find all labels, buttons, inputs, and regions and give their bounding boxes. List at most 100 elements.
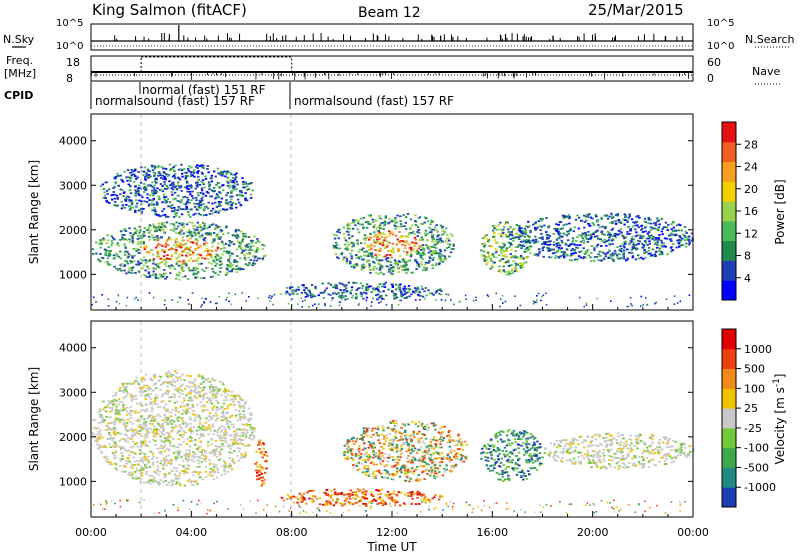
range-gate-cell [104, 429, 107, 432]
noise-cell [329, 305, 332, 307]
range-gate-cell [678, 245, 681, 248]
range-gate-cell [108, 264, 111, 266]
range-gate-cell [187, 268, 191, 271]
range-gate-cell [381, 297, 384, 300]
range-gate-cell [449, 251, 453, 254]
range-gate-cell [340, 252, 344, 254]
range-gate-cell [584, 236, 587, 238]
range-gate-cell [408, 232, 411, 234]
range-gate-cell [177, 176, 180, 179]
range-gate-cell [665, 237, 668, 240]
range-gate-cell [406, 213, 410, 215]
range-gate-cell [223, 170, 226, 173]
range-gate-cell [187, 456, 191, 459]
range-gate-cell [210, 474, 213, 477]
range-gate-cell [443, 255, 446, 258]
range-gate-cell [170, 258, 173, 260]
range-gate-cell [95, 252, 98, 255]
range-gate-cell [409, 246, 413, 249]
range-gate-cell [163, 196, 166, 199]
range-gate-cell [188, 248, 191, 251]
range-gate-cell [214, 211, 217, 214]
range-gate-cell [653, 253, 657, 256]
range-gate-cell [134, 205, 138, 207]
range-gate-cell [341, 294, 344, 297]
range-gate-cell [257, 248, 260, 251]
range-gate-cell [611, 222, 614, 225]
noise-cell [357, 304, 360, 306]
range-gate-cell [428, 231, 432, 234]
range-gate-cell [239, 204, 243, 207]
range-gate-cell [208, 459, 211, 461]
range-gate-cell [104, 410, 108, 413]
range-gate-cell [230, 270, 233, 273]
range-gate-cell [189, 230, 192, 233]
range-gate-cell [142, 231, 146, 233]
range-gate-cell [137, 432, 141, 435]
colorbar-tick-label: 16 [744, 205, 758, 218]
range-gate-cell [546, 240, 549, 243]
range-gate-cell [151, 169, 155, 171]
range-gate-cell [225, 194, 228, 197]
range-gate-cell [233, 462, 236, 465]
range-gate-cell [137, 234, 140, 237]
range-gate-cell [177, 454, 180, 456]
range-gate-cell [184, 261, 187, 263]
range-gate-cell [441, 260, 445, 263]
range-gate-cell [401, 243, 404, 246]
range-gate-cell [229, 435, 232, 437]
range-gate-cell [505, 249, 508, 251]
range-gate-cell [254, 256, 257, 259]
range-gate-cell [145, 188, 148, 191]
range-gate-cell [659, 250, 663, 253]
range-gate-cell [232, 261, 236, 263]
range-gate-cell [219, 264, 222, 266]
range-gate-cell [245, 422, 248, 425]
range-gate-cell [344, 247, 347, 250]
range-gate-cell [186, 464, 189, 467]
range-gate-cell [244, 192, 247, 194]
range-gate-cell [141, 461, 145, 464]
range-gate-cell [217, 182, 221, 184]
range-gate-cell [213, 470, 216, 473]
range-gate-cell [251, 264, 254, 267]
noise-cell [205, 298, 207, 300]
range-gate-cell [125, 272, 128, 275]
range-gate-cell [186, 246, 189, 249]
range-gate-cell [228, 186, 231, 189]
range-gate-cell [650, 234, 653, 237]
range-gate-cell [168, 236, 171, 239]
range-gate-cell [164, 241, 167, 244]
range-gate-cell [678, 240, 681, 242]
noise-cell [415, 299, 417, 301]
range-gate-cell [622, 243, 625, 246]
range-gate-cell [397, 248, 400, 250]
range-gate-cell [203, 277, 206, 279]
range-gate-cell [367, 255, 370, 257]
range-gate-cell [201, 166, 204, 169]
colorbar-swatch [722, 141, 736, 163]
range-gate-cell [239, 439, 242, 442]
range-gate-cell [626, 257, 629, 260]
range-gate-cell [438, 263, 441, 266]
range-gate-cell [164, 263, 167, 265]
range-gate-cell [331, 297, 334, 299]
range-gate-cell [236, 395, 239, 397]
range-gate-cell [186, 182, 189, 185]
range-gate-cell [172, 480, 175, 482]
range-gate-cell [624, 236, 627, 239]
range-gate-cell [143, 234, 146, 237]
range-gate-cell [99, 260, 102, 263]
range-gate-cell [368, 223, 372, 225]
range-gate-cell [619, 257, 622, 260]
range-gate-cell [599, 259, 602, 262]
range-gate-cell [595, 236, 599, 238]
range-gate-cell [582, 239, 585, 242]
range-gate-cell [521, 234, 525, 237]
range-gate-cell [111, 400, 114, 402]
range-gate-cell [365, 296, 369, 299]
range-gate-cell [609, 235, 612, 237]
range-gate-cell [144, 395, 147, 398]
range-gate-cell [239, 194, 242, 197]
range-gate-cell [232, 400, 235, 403]
